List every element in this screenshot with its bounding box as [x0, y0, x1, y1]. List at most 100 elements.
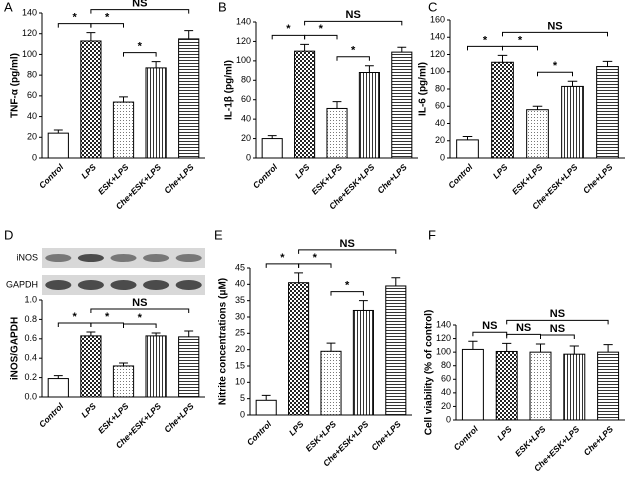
- x-tick-label: Che+LPS: [162, 162, 196, 196]
- y-tick-label: 20: [241, 133, 251, 143]
- error-bar: [119, 362, 128, 366]
- y-tick-label: 10: [235, 377, 245, 387]
- significance-bracket: [467, 45, 503, 51]
- error-bar: [602, 60, 613, 67]
- y-axis-label: Cell viability (% of control): [424, 310, 435, 436]
- significance-label: *: [72, 12, 77, 24]
- y-tick-label: 40: [241, 114, 251, 124]
- bar: [597, 351, 620, 421]
- error-bar: [151, 332, 161, 336]
- bar: [145, 67, 167, 159]
- y-tick-label: 0.8: [24, 314, 37, 324]
- significance-bracket: [90, 308, 190, 314]
- y-tick-label: 80: [435, 83, 445, 93]
- y-tick-label: 100: [22, 49, 37, 59]
- error-bar: [300, 43, 310, 52]
- blot-band: [110, 280, 137, 290]
- significance-label: NS: [132, 0, 147, 10]
- significance-label: *: [72, 311, 77, 323]
- y-axis-label: iNOS/GAPDH: [10, 317, 21, 380]
- x-tick-label: Che+LPS: [581, 424, 615, 458]
- blot-band: [110, 254, 137, 262]
- x-tick-label: Control: [37, 400, 66, 429]
- significance-bracket: [506, 333, 541, 339]
- y-tick-label: 0: [246, 152, 251, 162]
- significance-bracket: [90, 9, 190, 14]
- x-tick-label: Che+LPS: [581, 162, 615, 196]
- x-tick-label: LPS: [79, 162, 98, 181]
- bar: [80, 335, 102, 398]
- significance-label: *: [280, 252, 285, 264]
- bar: [561, 85, 584, 159]
- blot-band: [77, 280, 104, 290]
- significance-label: *: [518, 34, 523, 46]
- x-tick-label: LPS: [287, 419, 306, 438]
- bar: [385, 285, 407, 416]
- significance-bracket: [540, 334, 575, 339]
- error-bar: [86, 32, 96, 41]
- y-axis-label: IL-6 (pg/ml): [418, 62, 429, 116]
- bar: [178, 336, 200, 398]
- error-bar: [261, 394, 271, 401]
- significance-label: *: [313, 252, 318, 264]
- bar: [288, 282, 310, 416]
- bar: [563, 353, 586, 421]
- y-tick-label: 40: [235, 279, 245, 289]
- bar: [352, 309, 374, 416]
- x-tick-label: Control: [451, 423, 480, 452]
- error-bar: [53, 129, 63, 134]
- y-tick-label: 40: [441, 387, 451, 397]
- blot-band: [45, 254, 72, 262]
- y-tick-label: 80: [241, 75, 251, 85]
- y-tick-label: 45: [235, 262, 245, 272]
- x-tick-label: Che+LPS: [162, 401, 196, 435]
- bar: [178, 38, 200, 159]
- bar: [326, 107, 348, 159]
- bar: [391, 51, 413, 159]
- error-bar: [468, 340, 478, 350]
- blot-band: [175, 280, 202, 290]
- error-bar: [569, 345, 579, 355]
- error-bar: [119, 96, 128, 103]
- significance-bracket: [502, 31, 608, 37]
- blot-band: [45, 280, 72, 290]
- y-tick-label: 0.4: [24, 353, 37, 363]
- significance-label: NS: [482, 320, 497, 332]
- bar: [456, 139, 479, 159]
- significance-label: *: [483, 34, 488, 46]
- y-tick-label: 60: [435, 101, 445, 111]
- y-tick-label: 80: [441, 360, 451, 370]
- bar: [491, 61, 514, 159]
- bar: [145, 335, 167, 398]
- y-tick-label: 0: [32, 152, 37, 162]
- y-tick-label: 0.2: [24, 372, 37, 382]
- y-tick-label: 20: [441, 401, 451, 411]
- significance-bracket: [90, 23, 124, 28]
- y-tick-label: 25: [235, 328, 245, 338]
- blot-band: [77, 254, 104, 262]
- y-tick-label: 30: [235, 311, 245, 321]
- error-bar: [567, 80, 578, 87]
- error-bar: [151, 61, 161, 68]
- error-bar: [364, 65, 374, 73]
- bar: [526, 109, 549, 159]
- y-tick-label: 140: [236, 16, 251, 26]
- significance-label: *: [345, 280, 350, 292]
- blot-label: iNOS: [16, 252, 38, 262]
- y-tick-label: 80: [27, 70, 37, 80]
- bar: [529, 351, 552, 421]
- y-tick-label: 160: [430, 14, 445, 24]
- error-bar: [535, 343, 546, 353]
- x-tick-label: Che+LPS: [375, 162, 409, 196]
- y-tick-label: 5: [240, 393, 245, 403]
- x-tick-label: LPS: [79, 401, 98, 420]
- x-tick-label: ESK+LPS: [513, 424, 548, 459]
- y-tick-label: 15: [235, 360, 245, 370]
- error-bar: [86, 331, 96, 336]
- bar: [596, 66, 619, 159]
- significance-label: NS: [340, 238, 355, 250]
- y-tick-label: 20: [235, 344, 245, 354]
- significance-bracket: [57, 23, 92, 28]
- significance-bracket: [265, 263, 300, 268]
- significance-bracket: [330, 291, 364, 296]
